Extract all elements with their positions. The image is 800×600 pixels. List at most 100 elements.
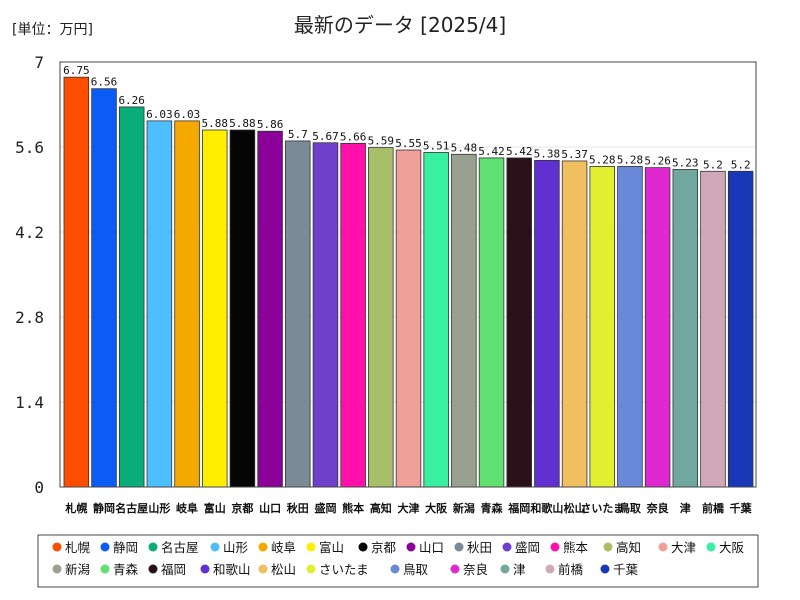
data-label: 5.48 bbox=[451, 141, 478, 154]
legend-swatch bbox=[390, 564, 400, 574]
x-tick-label: 福岡 bbox=[507, 501, 530, 515]
legend-label: 富山 bbox=[319, 540, 344, 555]
bar bbox=[534, 159, 560, 488]
bar bbox=[395, 149, 422, 488]
legend-label: 前橋 bbox=[558, 562, 584, 577]
legend-label: 盛岡 bbox=[515, 540, 540, 555]
data-label: 6.03 bbox=[146, 108, 173, 121]
legend-label: 大津 bbox=[671, 540, 696, 555]
legend-label: 新潟 bbox=[65, 562, 90, 577]
legend-swatch bbox=[210, 542, 220, 552]
x-tick-label: 秋田 bbox=[287, 501, 309, 515]
legend-label: 山口 bbox=[419, 540, 444, 555]
y-tick-label: 5.6 bbox=[15, 138, 44, 157]
bar bbox=[727, 170, 754, 488]
legend-swatch bbox=[306, 564, 316, 574]
legend-label: 和歌山 bbox=[213, 562, 251, 577]
bar bbox=[700, 170, 726, 488]
data-label: 5.28 bbox=[617, 153, 644, 166]
data-label: 5.67 bbox=[312, 130, 339, 143]
legend-label: 青森 bbox=[113, 562, 139, 577]
legend-label: 福岡 bbox=[161, 562, 186, 577]
x-tick-label: 大津 bbox=[398, 501, 420, 515]
bar bbox=[257, 130, 283, 488]
bar bbox=[146, 120, 173, 488]
legend-label: 松山 bbox=[271, 562, 296, 577]
x-tick-label: 大阪 bbox=[425, 501, 448, 515]
legend-swatch bbox=[358, 542, 368, 552]
x-tick-label: 青森 bbox=[481, 501, 504, 515]
y-tick-label: 7 bbox=[34, 53, 44, 72]
legend-swatch bbox=[258, 564, 268, 574]
bar bbox=[174, 120, 200, 488]
bars bbox=[63, 76, 754, 488]
bar bbox=[229, 129, 256, 488]
bar bbox=[506, 157, 532, 488]
x-tick-label: 千葉 bbox=[730, 501, 753, 515]
legend-label: 名古屋 bbox=[161, 540, 199, 555]
data-label: 5.88 bbox=[229, 117, 256, 130]
data-label: 6.75 bbox=[63, 64, 90, 77]
data-label: 6.56 bbox=[91, 76, 118, 89]
x-tick-label: 和歌山 bbox=[530, 501, 563, 515]
x-tick-label: 京都 bbox=[231, 501, 253, 515]
bar bbox=[63, 76, 90, 488]
legend-label: さいたま bbox=[319, 562, 369, 577]
data-label: 5.2 bbox=[731, 158, 751, 171]
bar bbox=[561, 160, 588, 488]
legend-label: 静岡 bbox=[113, 540, 138, 555]
legend-swatch bbox=[406, 542, 416, 552]
bar bbox=[285, 140, 311, 488]
plot-frame bbox=[59, 61, 757, 488]
x-tick-label: 高知 bbox=[370, 501, 392, 515]
data-label: 5.37 bbox=[561, 148, 588, 161]
bar bbox=[312, 142, 339, 488]
bar bbox=[91, 88, 117, 488]
data-label: 5.88 bbox=[201, 117, 228, 130]
legend-swatch bbox=[306, 542, 316, 552]
bar bbox=[478, 157, 505, 488]
x-tick-label: 鳥取 bbox=[619, 501, 641, 515]
legend-label: 秋田 bbox=[467, 540, 492, 555]
legend-swatch bbox=[148, 542, 158, 552]
legend-swatch bbox=[545, 564, 555, 574]
legend-label: 奈良 bbox=[463, 562, 488, 577]
x-tick-label: 静岡 bbox=[93, 501, 115, 515]
x-tick-label: 前橋 bbox=[702, 501, 725, 515]
data-label: 5.51 bbox=[423, 139, 450, 152]
data-label: 5.66 bbox=[340, 130, 367, 143]
x-tick-label: 津 bbox=[680, 501, 691, 515]
bar bbox=[423, 152, 449, 488]
legend-label: 山形 bbox=[223, 540, 249, 555]
bar bbox=[617, 166, 643, 488]
x-tick-label: 富山 bbox=[204, 501, 226, 515]
legend-swatch bbox=[148, 564, 158, 574]
x-tick-label: 岐阜 bbox=[176, 501, 198, 515]
x-tick-label: さいたま bbox=[580, 502, 624, 515]
legend-swatch bbox=[450, 564, 460, 574]
data-label: 5.59 bbox=[368, 135, 395, 148]
data-label: 5.55 bbox=[395, 137, 422, 150]
bar bbox=[118, 106, 145, 488]
data-label: 5.38 bbox=[534, 147, 561, 160]
data-label: 5.86 bbox=[257, 118, 284, 131]
legend-box bbox=[37, 534, 759, 588]
legend-label: 千葉 bbox=[613, 562, 639, 577]
legend-label: 熊本 bbox=[563, 540, 589, 555]
legend-label: 鳥取 bbox=[403, 562, 429, 577]
legend-swatch bbox=[550, 542, 560, 552]
legend-swatch bbox=[600, 564, 610, 574]
x-tick-label: 奈良 bbox=[646, 501, 669, 515]
legend-swatch bbox=[52, 542, 62, 552]
bar bbox=[340, 142, 366, 488]
legend-swatch bbox=[200, 564, 210, 574]
x-tick-label: 山形 bbox=[148, 501, 170, 515]
legend-swatch bbox=[100, 564, 110, 574]
data-label: 5.7 bbox=[288, 128, 308, 141]
x-tick-label: 松山 bbox=[564, 501, 586, 515]
data-label: 5.42 bbox=[478, 145, 505, 158]
x-axis-ticks: 札幌 静岡 名古屋 山形 岐阜 富山 京都 山口 秋田 盛岡 熊本 高知 大津 大阪 新潟 青森 福岡 和歌山 松山… bbox=[64, 501, 752, 515]
legend-swatch bbox=[258, 542, 268, 552]
y-axis-ticks: 0 1.4 2.8 4.2 5.6 7 bbox=[15, 53, 44, 497]
data-label: 5.26 bbox=[644, 155, 671, 168]
